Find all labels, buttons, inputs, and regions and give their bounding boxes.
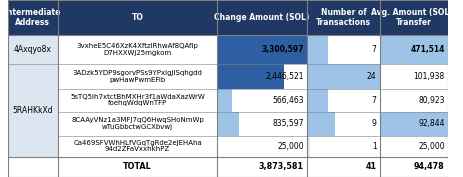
Bar	[216, 35, 307, 64]
Bar	[216, 89, 307, 112]
Bar	[307, 136, 379, 157]
Bar	[7, 0, 58, 35]
Bar	[379, 136, 447, 157]
Text: 92,844: 92,844	[417, 119, 444, 128]
Text: 25,000: 25,000	[417, 142, 444, 151]
Bar	[379, 112, 447, 136]
Text: 3,873,581: 3,873,581	[258, 162, 303, 171]
Bar	[216, 64, 307, 89]
Text: 1: 1	[371, 142, 375, 151]
Text: 24: 24	[366, 72, 375, 81]
Bar	[379, 0, 447, 35]
Bar	[7, 35, 58, 64]
Text: 5RAHKkXd: 5RAHKkXd	[13, 106, 53, 115]
Bar	[307, 112, 334, 136]
Bar	[216, 136, 217, 157]
Text: 80,923: 80,923	[417, 96, 444, 105]
Bar	[379, 35, 447, 64]
Text: TO: TO	[131, 13, 143, 22]
Bar	[7, 64, 58, 89]
Bar	[58, 64, 216, 89]
Text: 4Axqyo8x: 4Axqyo8x	[14, 45, 52, 54]
Bar	[58, 35, 216, 64]
Text: 94,478: 94,478	[413, 162, 444, 171]
Text: 101,938: 101,938	[413, 72, 444, 81]
Text: 3ADzk5YDP9sgorvPSs9YPxlgJlSqhgdd
pwHawPwmEFib: 3ADzk5YDP9sgorvPSs9YPxlgJlSqhgdd pwHawPw…	[72, 70, 202, 83]
Text: Intermediate
Address: Intermediate Address	[5, 8, 61, 27]
Bar	[216, 89, 232, 112]
Bar	[7, 89, 58, 112]
Bar	[216, 0, 307, 35]
Bar	[58, 89, 216, 112]
Text: Number of
Transactions: Number of Transactions	[315, 8, 370, 27]
Text: 9: 9	[371, 119, 375, 128]
Bar	[216, 35, 307, 64]
Text: Avg. Amount (SOL) /
Transfer: Avg. Amount (SOL) / Transfer	[370, 8, 457, 27]
Bar	[7, 157, 447, 177]
Bar	[216, 112, 307, 136]
Bar	[307, 112, 379, 136]
Bar	[7, 112, 58, 136]
Text: 835,597: 835,597	[272, 119, 303, 128]
Bar	[307, 0, 379, 35]
Bar	[307, 64, 379, 89]
Bar	[58, 136, 216, 157]
Text: 2,446,521: 2,446,521	[265, 72, 303, 81]
Text: 41: 41	[365, 162, 375, 171]
Bar	[58, 0, 216, 35]
Bar	[7, 35, 58, 64]
Text: 566,463: 566,463	[271, 96, 303, 105]
Bar	[379, 89, 447, 112]
Text: 8CAAyVNz1a3MFJ7qQ6HwqSHoNmWp
wTuGbbctwGCXbvwj: 8CAAyVNz1a3MFJ7qQ6HwqSHoNmWp wTuGbbctwGC…	[71, 117, 203, 130]
Text: 7: 7	[371, 45, 375, 54]
Bar	[7, 64, 58, 157]
Bar	[7, 136, 58, 157]
Text: 3,300,597: 3,300,597	[261, 45, 303, 54]
Bar	[379, 64, 447, 89]
Bar	[307, 35, 328, 64]
Text: Ca469SFVWhHLfVGqTgRde2eJEHAha
94d2ZFaVxxhkhPZ: Ca469SFVWhHLfVGqTgRde2eJEHAha 94d2ZFaVxx…	[73, 140, 201, 152]
Bar	[307, 64, 379, 89]
Bar	[307, 89, 328, 112]
Bar	[307, 89, 379, 112]
Bar	[307, 136, 309, 157]
Bar	[216, 64, 283, 89]
Text: 25,000: 25,000	[276, 142, 303, 151]
Bar	[216, 112, 239, 136]
Bar	[58, 112, 216, 136]
Text: 471,514: 471,514	[409, 45, 444, 54]
Bar	[216, 136, 307, 157]
Text: 5sTQ5ih7xtctBhMXHr3f1aWdaXazWrW
foehqWdqWnTFP: 5sTQ5ih7xtctBhMXHr3f1aWdaXazWrW foehqWdq…	[70, 94, 205, 107]
Text: 3vxheE5C46XzK4XftzlRhwAf8QAflp
D7HXXWj25mgkom: 3vxheE5C46XzK4XftzlRhwAf8QAflp D7HXXWj25…	[76, 43, 198, 56]
Text: TOTAL: TOTAL	[123, 162, 151, 171]
Text: 7: 7	[371, 96, 375, 105]
Bar	[307, 35, 379, 64]
Text: Change Amount (SOL): Change Amount (SOL)	[214, 13, 309, 22]
